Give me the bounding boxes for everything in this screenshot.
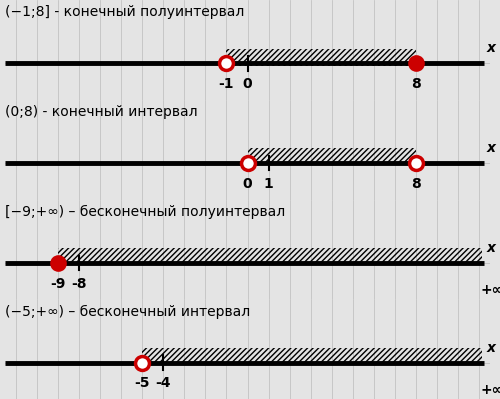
Text: 1: 1 bbox=[264, 177, 274, 191]
Text: x: x bbox=[486, 41, 496, 55]
Text: -9: -9 bbox=[50, 277, 66, 290]
Text: 0: 0 bbox=[242, 77, 252, 91]
Text: x: x bbox=[486, 241, 496, 255]
Text: 8: 8 bbox=[412, 77, 421, 91]
Text: (−1;8] - конечный полуинтервал: (−1;8] - конечный полуинтервал bbox=[5, 6, 244, 20]
Text: -8: -8 bbox=[71, 277, 86, 290]
Text: 0: 0 bbox=[242, 177, 252, 191]
Text: -4: -4 bbox=[156, 376, 171, 390]
Text: x: x bbox=[486, 141, 496, 155]
Text: (0;8) - конечный интервал: (0;8) - конечный интервал bbox=[5, 105, 198, 119]
Text: 8: 8 bbox=[412, 177, 421, 191]
Text: +∞: +∞ bbox=[480, 383, 500, 397]
Bar bbox=[248, 148, 416, 166]
Text: +∞: +∞ bbox=[480, 283, 500, 297]
Text: x: x bbox=[486, 341, 496, 355]
Bar bbox=[142, 348, 482, 365]
Bar bbox=[226, 49, 416, 66]
Bar bbox=[58, 248, 482, 265]
Text: -5: -5 bbox=[134, 376, 150, 390]
Text: -1: -1 bbox=[218, 77, 234, 91]
Text: [−9;+∞) – бесконечный полуинтервал: [−9;+∞) – бесконечный полуинтервал bbox=[5, 205, 285, 219]
Text: (−5;+∞) – бесконечный интервал: (−5;+∞) – бесконечный интервал bbox=[5, 305, 250, 319]
